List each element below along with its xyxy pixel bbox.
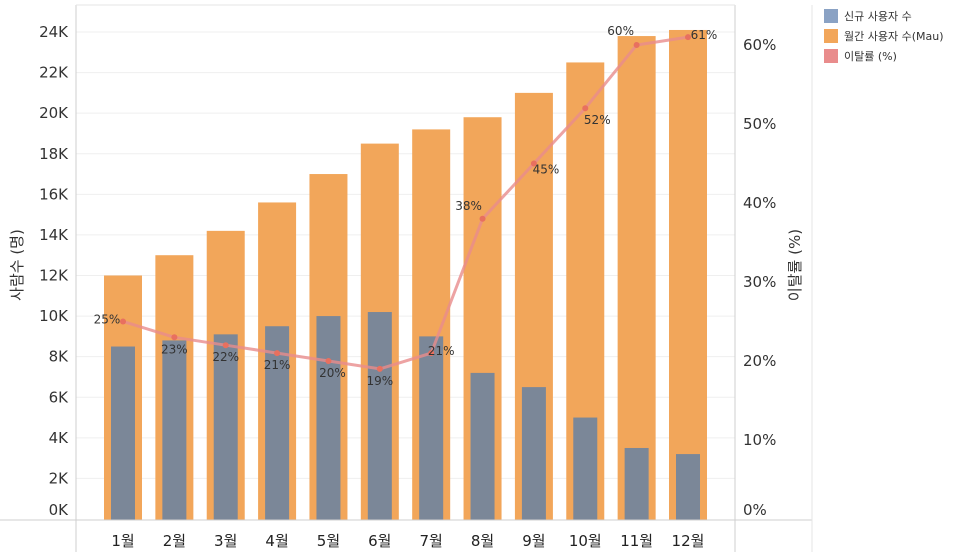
churn-point[interactable]: [633, 42, 640, 48]
legend-label-new-users: 신규 사용자 수: [844, 10, 912, 23]
churn-data-label: 38%: [455, 199, 482, 213]
churn-point[interactable]: [222, 342, 229, 349]
churn-point[interactable]: [428, 350, 435, 357]
legend-swatch-new-users: [824, 9, 838, 23]
bar-new-users[interactable]: [470, 372, 495, 520]
y-axis-title: 사람수 (명): [8, 229, 26, 301]
churn-point[interactable]: [171, 334, 178, 341]
y-tick-label: 4K: [49, 429, 70, 447]
legend-label-mau: 월간 사용자 수(Mau): [844, 30, 944, 43]
x-tick-label: 2월: [163, 532, 186, 550]
bar-new-users[interactable]: [419, 336, 444, 520]
x-tick-label: 7월: [420, 532, 443, 550]
churn-data-label: 61%: [691, 28, 718, 42]
churn-point[interactable]: [325, 358, 332, 364]
x-tick-label: 6월: [368, 532, 391, 550]
churn-data-label: 60%: [607, 24, 634, 38]
churn-data-label: 45%: [533, 163, 560, 177]
axes: 0K 2K 4K 6K 8K 10K 12K 14K 16K 18K 20K 22K 24K 0% 10% 2…: [0, 4, 813, 552]
y-tick-label: 6K: [49, 388, 70, 406]
data-labels: 25% 23% 22% 21% 20% 19% 21% 38% 45% 52% 60% 61%: [94, 24, 718, 388]
bar-new-users[interactable]: [676, 454, 700, 520]
x-tick-label: 10월: [569, 532, 602, 550]
y-tick-label: 18K: [39, 145, 69, 163]
legend-item-mau[interactable]: 월간 사용자 수(Mau): [824, 26, 944, 46]
churn-data-label: 19%: [366, 374, 393, 388]
bar-new-users[interactable]: [213, 334, 238, 520]
churn-polyline: [122, 35, 689, 371]
churn-data-label: 20%: [319, 366, 346, 380]
legend-label-churn: 이탈률 (%): [844, 50, 897, 63]
churn-point[interactable]: [274, 350, 281, 357]
y-tick-label: 14K: [39, 226, 69, 244]
legend: 신규 사용자 수 월간 사용자 수(Mau) 이탈률 (%): [824, 6, 944, 66]
x-tick-label: 1월: [111, 532, 134, 550]
churn-data-label: 21%: [264, 358, 291, 372]
churn-data-label: 21%: [428, 344, 455, 358]
y-tick-label: 20K: [39, 104, 69, 122]
bar-new-users[interactable]: [521, 387, 546, 520]
bar-mau[interactable]: [669, 29, 707, 521]
bar-new-users[interactable]: [111, 346, 135, 520]
bar-new-users[interactable]: [573, 417, 598, 520]
y-tick-label: 12K: [39, 267, 69, 285]
churn-point[interactable]: [120, 318, 126, 325]
x-tick-label: 9월: [522, 532, 545, 550]
y-tick-label: 2K: [49, 469, 70, 487]
bar-new-users[interactable]: [367, 312, 392, 520]
y-tick-label: 10K: [39, 307, 69, 325]
new-user-bars: [111, 312, 700, 520]
bar-new-users[interactable]: [162, 340, 187, 520]
x-tick-label: 12월: [672, 532, 705, 550]
y2-tick-label: 60%: [743, 36, 776, 54]
bar-mau[interactable]: [617, 36, 656, 520]
y2-tick-label: 0%: [743, 501, 767, 519]
churn-point[interactable]: [479, 215, 486, 222]
x-tick-label: 5월: [317, 532, 340, 550]
legend-item-churn[interactable]: 이탈률 (%): [824, 46, 944, 66]
x-tick-label: 11월: [620, 532, 653, 550]
y2-tick-label: 20%: [743, 352, 776, 370]
churn-point[interactable]: [582, 105, 589, 112]
x-tick-label: 3월: [214, 532, 237, 550]
bar-new-users[interactable]: [265, 326, 290, 520]
y-tick-label: 22K: [39, 64, 69, 82]
y-tick-label: 24K: [39, 23, 69, 41]
churn-line: [120, 34, 691, 372]
bar-new-users[interactable]: [624, 447, 649, 520]
legend-item-new-users[interactable]: 신규 사용자 수: [824, 6, 944, 26]
y-tick-label: 8K: [49, 348, 70, 366]
churn-data-label: 52%: [584, 113, 611, 127]
y2-tick-label: 50%: [743, 115, 776, 133]
churn-data-label: 23%: [161, 342, 188, 356]
bar-new-users[interactable]: [316, 316, 341, 520]
legend-swatch-churn: [824, 49, 838, 63]
legend-swatch-mau: [824, 29, 838, 43]
y-tick-label: 0K: [49, 501, 70, 519]
y2-tick-label: 30%: [743, 273, 776, 291]
y-tick-label: 16K: [39, 185, 69, 203]
y2-tick-label: 40%: [743, 194, 776, 212]
x-tick-label: 8월: [471, 532, 494, 550]
churn-data-label: 25%: [94, 313, 121, 327]
churn-data-label: 22%: [212, 350, 239, 364]
x-tick-label: 4월: [265, 532, 288, 550]
y2-tick-label: 10%: [743, 431, 776, 449]
churn-point[interactable]: [530, 160, 537, 167]
churn-point[interactable]: [376, 365, 383, 372]
churn-point[interactable]: [685, 34, 691, 41]
mau-bars: [104, 29, 707, 521]
y2-axis-title: 이탈률 (%): [786, 229, 804, 301]
